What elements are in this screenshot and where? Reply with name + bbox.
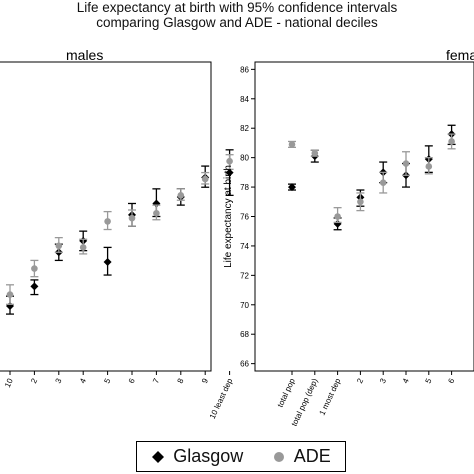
y-tick-label: 82 [240, 124, 249, 133]
circle-marker [448, 138, 455, 145]
legend: Glasgow ADE [136, 441, 346, 472]
legend-item-ade: ADE [272, 446, 331, 467]
x-tick-label: 10 [3, 377, 15, 389]
circle-marker [425, 163, 433, 170]
y-tick-label: 72 [240, 271, 249, 280]
y-tick-label: 78 [240, 183, 249, 192]
ade-point [225, 154, 234, 170]
circle-marker [104, 218, 111, 225]
y-tick-label: 66 [240, 360, 249, 369]
x-tick-label: total pop [276, 377, 297, 409]
circle-marker [402, 160, 410, 167]
circle-marker [226, 157, 233, 165]
legend-item-glasgow: Glasgow [151, 446, 243, 467]
x-tick-label: 8 [176, 377, 186, 385]
circle-marker [357, 198, 364, 206]
ade-point [288, 140, 296, 148]
ade-point [402, 151, 410, 176]
x-tick-label: 6 [127, 377, 137, 385]
panel-title: females [446, 47, 474, 63]
ade-point [30, 259, 39, 278]
x-tick-label: 2 [355, 377, 365, 385]
chart-title-line-1: Life expectancy at birth with 95% confid… [76, 0, 398, 15]
y-tick-label: 74 [240, 242, 249, 251]
ade-point [103, 210, 112, 231]
y-tick-label: 80 [240, 154, 249, 163]
diamond-marker [288, 183, 296, 192]
circle-marker [201, 175, 209, 183]
y-tick-label: 70 [240, 301, 249, 310]
circle-marker [379, 179, 387, 186]
x-tick-label: 6 [446, 377, 456, 385]
circle-marker [288, 141, 296, 148]
ade-point [310, 149, 319, 157]
circle-marker [153, 209, 160, 217]
y-tick-label: 76 [240, 213, 249, 222]
y-tick-label: 68 [240, 330, 249, 339]
ade-point [356, 192, 365, 212]
circle-marker-icon [273, 451, 284, 462]
diamond-marker [30, 282, 39, 291]
panel-males: males 10 2 3 4 5 6 7 8 910 least dep [0, 47, 235, 420]
legend-label-ade: ADE [293, 446, 331, 466]
ade-point [201, 171, 210, 185]
circle-marker [311, 149, 319, 157]
x-tick-label: 3 [378, 377, 388, 385]
ade-point [379, 171, 388, 194]
y-tick-label: 86 [240, 65, 249, 74]
y-tick-label: 84 [240, 95, 249, 104]
ade-point [6, 284, 14, 305]
circle-marker [177, 192, 185, 199]
ade-point [128, 209, 136, 227]
circle-marker [128, 214, 136, 222]
ade-point [424, 156, 433, 175]
x-tick-label: 5 [424, 377, 434, 385]
ade-point [447, 133, 456, 150]
circle-marker [334, 213, 341, 220]
glasgow-point [30, 279, 39, 296]
glasgow-point [288, 183, 296, 192]
circle-marker [6, 291, 14, 298]
ade-point [333, 207, 342, 224]
x-tick-label: 10 least dep [208, 377, 235, 421]
x-tick-label: 1 most dep [318, 377, 343, 417]
ade-point [79, 238, 88, 255]
circle-marker [55, 242, 63, 250]
circle-marker [79, 244, 87, 251]
y-axis-label: Life expectancy at birth [223, 165, 234, 268]
chart-title-line-2: comparing Glasgow and ADE - national dec… [96, 15, 378, 30]
legend-label-glasgow: Glasgow [173, 446, 244, 466]
x-tick-label: 4 [78, 377, 88, 385]
diamond-marker [225, 168, 234, 177]
panel-frame [0, 61, 212, 372]
x-tick-label: 5 [102, 377, 112, 385]
x-tick-label: 2 [29, 377, 39, 385]
diamond-marker-icon [152, 450, 165, 463]
ade-point [54, 236, 63, 253]
x-tick-label: 3 [54, 377, 64, 385]
panel-title: males [66, 47, 103, 63]
chart-title: Life expectancy at birth with 95% confid… [0, 0, 474, 30]
panel-frame [254, 61, 474, 372]
circle-marker [31, 265, 38, 272]
ade-point [152, 204, 161, 221]
diamond-marker [103, 258, 112, 267]
panel-females: females 66 68 70 72 74 76 78 80 82 84 86 Life expect… [223, 47, 474, 428]
ade-point [176, 188, 185, 201]
x-tick-label: 4 [401, 377, 411, 385]
x-tick-label: 9 [200, 377, 210, 385]
x-tick-label: 7 [151, 377, 161, 385]
glasgow-point [103, 246, 112, 276]
